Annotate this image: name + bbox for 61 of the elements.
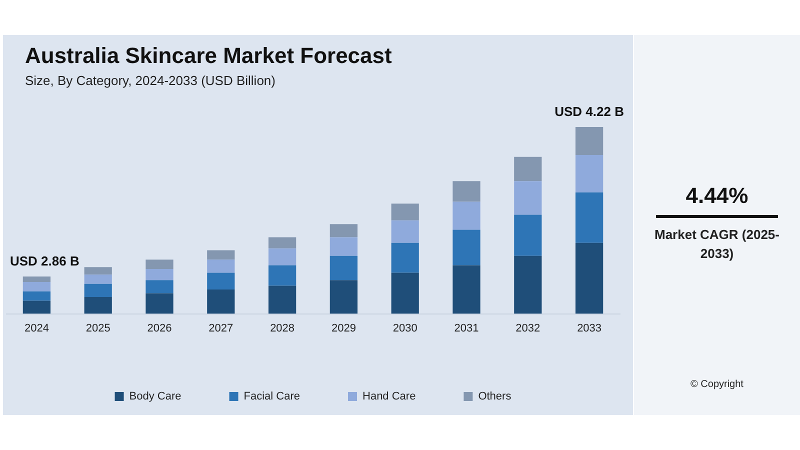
bar <box>391 220 419 243</box>
text: © Copyright <box>690 379 744 390</box>
bar <box>391 272 419 314</box>
bar <box>514 214 542 256</box>
x-tick-label: 2028 <box>270 322 295 334</box>
bar <box>146 260 174 269</box>
bar <box>146 280 174 294</box>
x-tick-label: 2030 <box>392 322 418 334</box>
chart-title: Australia Skincare Market Forecast <box>25 43 392 69</box>
bar <box>207 260 235 273</box>
bar <box>330 224 358 238</box>
legend-label: Body Care <box>129 390 182 403</box>
bar <box>391 204 419 220</box>
bar <box>452 202 480 230</box>
bar <box>575 242 604 314</box>
bar <box>330 237 358 256</box>
bar <box>514 156 542 182</box>
bar <box>575 155 604 192</box>
bar <box>268 286 296 314</box>
bar <box>330 256 358 280</box>
bar <box>452 265 480 314</box>
bar <box>84 267 112 275</box>
bar <box>84 274 112 284</box>
legend-label: Facial Care <box>244 390 300 403</box>
bar <box>84 296 112 314</box>
bar <box>575 127 604 156</box>
x-tick-label: 2027 <box>208 322 234 334</box>
bar <box>268 237 296 248</box>
x-tick-label: 2032 <box>516 322 540 334</box>
bar <box>514 181 542 215</box>
bar <box>452 230 480 266</box>
bar <box>514 256 542 314</box>
bar <box>146 293 174 314</box>
legend-label: Hand Care <box>362 390 416 403</box>
text: 4.44% <box>684 183 750 209</box>
bar <box>268 265 296 286</box>
bar <box>22 282 51 292</box>
legend-label: Others <box>478 390 512 403</box>
total-label: USD 2.86 B <box>10 254 80 269</box>
bar <box>330 280 358 314</box>
x-tick-label: 2031 <box>454 322 479 334</box>
bar <box>207 272 235 290</box>
x-tick-label: 2026 <box>147 322 172 334</box>
bar <box>22 300 51 314</box>
chart-subtitle: Size, By Category, 2024-2033 (USD Billion) <box>25 73 276 88</box>
bar <box>207 290 235 314</box>
bar <box>575 192 604 243</box>
x-tick-label: 2025 <box>86 322 110 334</box>
bar <box>84 284 112 297</box>
bar <box>22 276 51 282</box>
text: Market CAGR (2025-2033) <box>654 226 780 263</box>
bar <box>268 248 296 266</box>
x-tick-label: 2024 <box>24 322 49 334</box>
bar <box>207 250 235 260</box>
x-tick-label: 2033 <box>577 322 602 334</box>
bar <box>146 268 174 280</box>
total-label: USD 4.22 B <box>554 104 624 120</box>
bar <box>22 291 51 301</box>
bar <box>452 181 480 202</box>
x-tick-label: 2029 <box>331 322 356 334</box>
bar <box>391 242 419 273</box>
